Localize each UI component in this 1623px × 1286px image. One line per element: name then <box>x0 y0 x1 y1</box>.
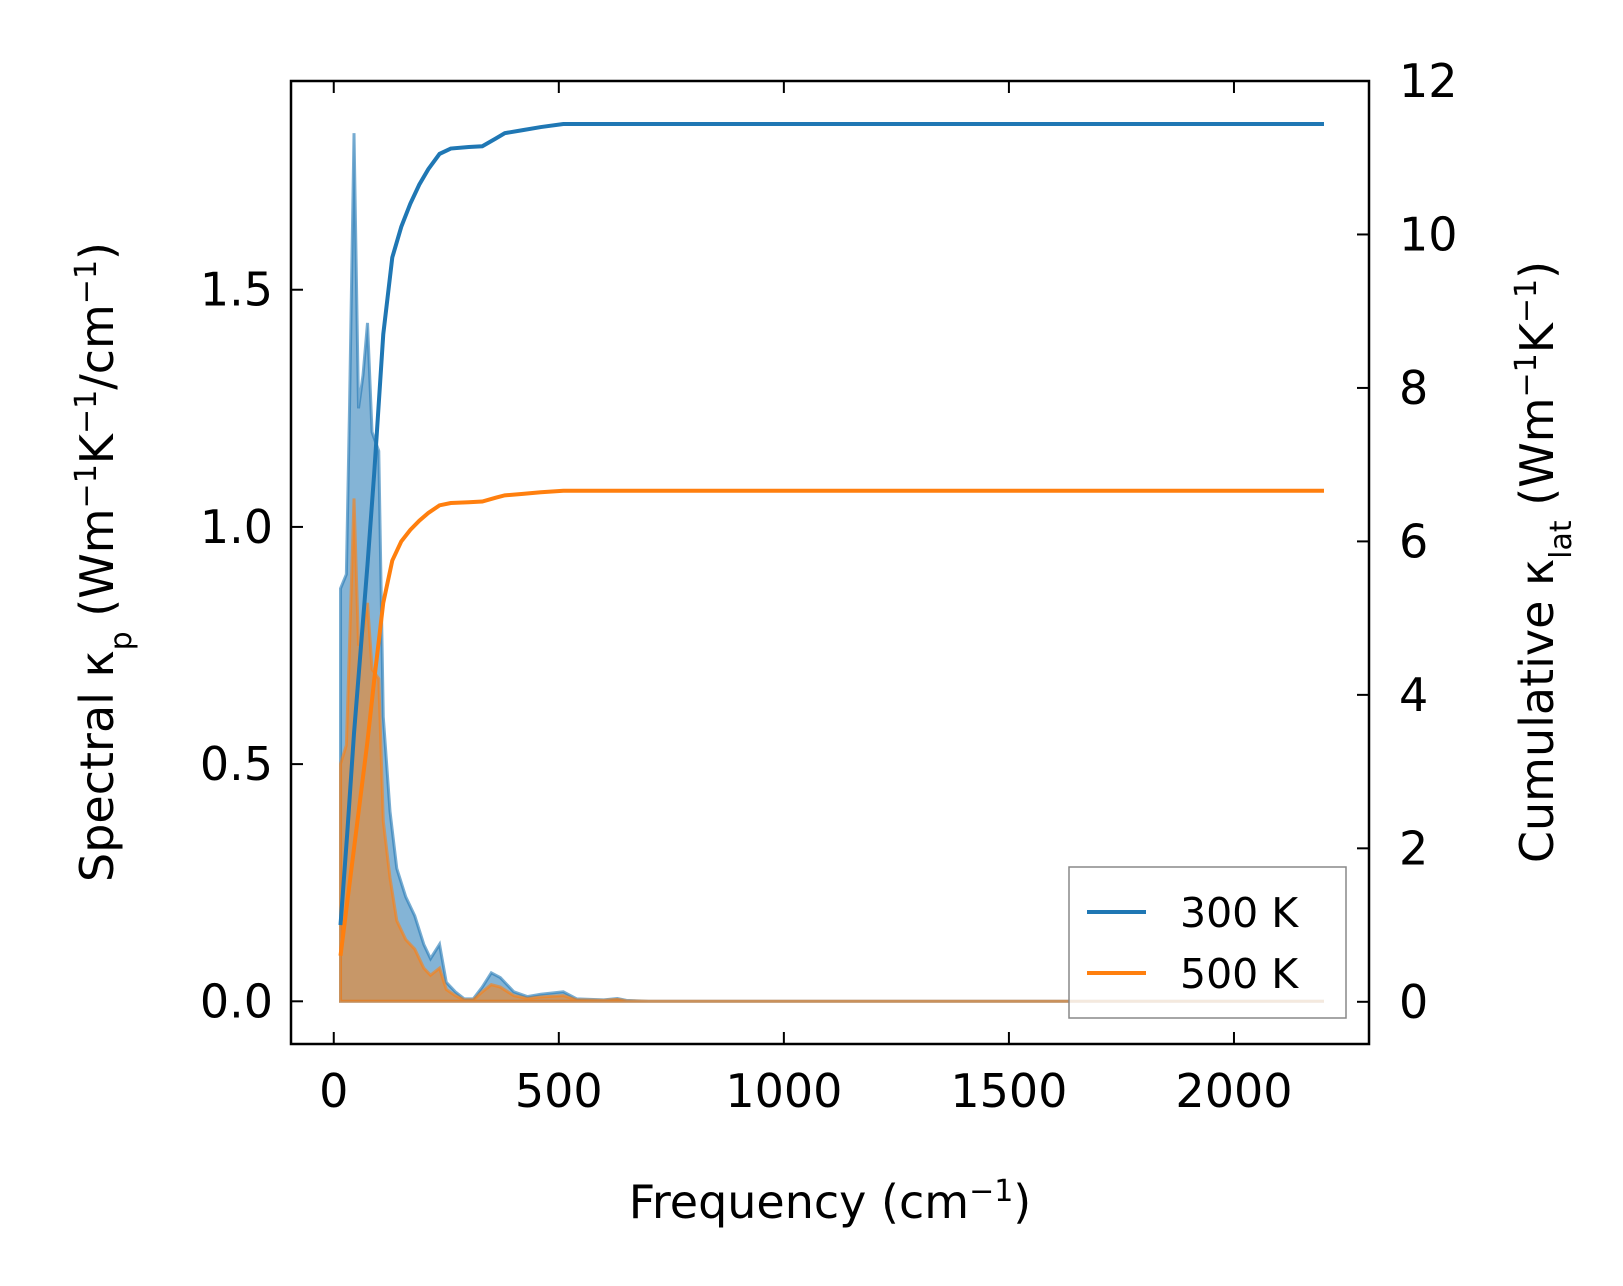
y-right-tick-label: 10 <box>1399 207 1458 261</box>
legend-label-500k: 500 K <box>1180 950 1299 998</box>
cumulative-line-500k <box>338 488 1324 957</box>
tick-labels: 0 500 1000 1500 2000 0.0 0.5 1.0 1.5 0 2 4 6 8 10 12 <box>200 54 1458 1118</box>
y-right-tick-label: 8 <box>1399 361 1428 415</box>
y-right-tick-label: 12 <box>1399 54 1458 108</box>
legend-label-300k: 300 K <box>1180 889 1299 937</box>
y-left-tick-label: 1.5 <box>200 263 273 317</box>
y-right-tick-label: 2 <box>1399 821 1428 875</box>
legend-box <box>1068 866 1347 1019</box>
x-axis-label: Frequency (cm−1) <box>629 1174 1032 1230</box>
x-tick-label: 2000 <box>1175 1064 1292 1118</box>
y-left-tick-label: 0.5 <box>200 737 273 791</box>
y-right-tick-label: 6 <box>1399 514 1428 568</box>
cumulative-line-300k <box>338 121 1324 926</box>
y-right-axis-label: Cumulative κlat (Wm−1K−1) <box>1509 261 1579 863</box>
y-right-tick-label: 0 <box>1399 975 1428 1029</box>
plot-frame <box>289 79 1371 1046</box>
axis-ticks <box>291 80 1369 1044</box>
data-lines <box>338 121 1324 957</box>
y-right-tick-label: 4 <box>1399 668 1428 722</box>
y-left-tick-label: 0.0 <box>200 974 273 1028</box>
x-tick-label: 1500 <box>950 1064 1067 1118</box>
x-tick-label: 0 <box>319 1064 348 1118</box>
y-left-axis-label: Spectral κp (Wm−1K−1/cm−1) <box>69 242 139 882</box>
x-tick-label: 500 <box>515 1064 603 1118</box>
x-tick-label: 1000 <box>725 1064 842 1118</box>
y-left-tick-label: 1.0 <box>200 500 273 554</box>
legend: 300 K 500 K <box>1068 866 1347 1019</box>
